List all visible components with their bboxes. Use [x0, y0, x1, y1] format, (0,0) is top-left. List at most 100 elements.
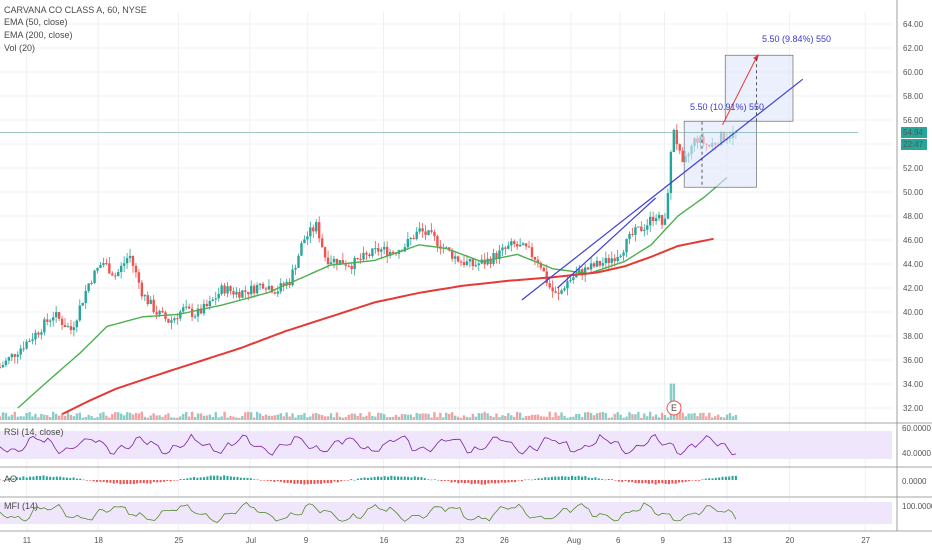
- volume-bar: [353, 413, 356, 420]
- candle-body: [477, 263, 480, 266]
- time-axis[interactable]: 11 18 25 Jul 9 16 23 26 Aug 6 9 13 20 27: [23, 536, 871, 545]
- volume-bar: [303, 412, 306, 420]
- candle-body: [312, 227, 315, 232]
- volume-bar: [371, 415, 374, 420]
- ao-bar: [366, 477, 369, 480]
- candle-body: [34, 332, 37, 340]
- target-arrow[interactable]: [722, 57, 757, 126]
- candle-body: [196, 308, 200, 317]
- volume-bar: [424, 413, 427, 420]
- price-tick-label: 42.00: [903, 284, 924, 293]
- ao-bar: [199, 477, 202, 480]
- ao-pane-title: AO: [4, 474, 17, 484]
- ao-bar: [22, 476, 25, 480]
- candle-body: [510, 241, 513, 246]
- candle-body: [315, 222, 318, 232]
- ao-bar: [393, 476, 396, 480]
- projection-box-target[interactable]: [724, 54, 794, 122]
- volume-bar: [297, 415, 300, 420]
- price-tick-label: 32.00: [903, 404, 924, 413]
- candle-body: [66, 326, 70, 328]
- candle-body: [586, 267, 590, 270]
- candle-body: [119, 265, 123, 273]
- candle-body: [388, 251, 392, 256]
- price-tick-label: 38.00: [903, 332, 924, 341]
- candle-body: [365, 252, 368, 255]
- candle-body: [486, 258, 489, 265]
- ao-bar: [467, 480, 470, 483]
- candle-body: [179, 311, 182, 319]
- volume-bar: [616, 412, 619, 420]
- volume-bar: [613, 413, 616, 420]
- candle-body: [60, 318, 64, 325]
- candle-body: [309, 227, 312, 237]
- projection-box-range[interactable]: [683, 120, 757, 188]
- volume-bar: [643, 413, 646, 420]
- price-tick-label: 60.00: [903, 68, 924, 77]
- ao-bar: [674, 480, 677, 484]
- ao-bar: [574, 476, 577, 480]
- range-label: 5.50 (10.91%) 550: [690, 102, 764, 112]
- rsi-pane-title: RSI (14, close): [4, 427, 64, 437]
- volume-bar: [450, 412, 454, 420]
- volume-bar: [205, 415, 209, 420]
- ao-bar: [162, 480, 165, 482]
- volume-bar: [69, 414, 73, 420]
- countdown-value: 22:47: [903, 140, 924, 149]
- ao-bar: [89, 480, 92, 481]
- volume-bar: [714, 416, 717, 420]
- candle-body: [13, 354, 16, 357]
- volume-bar: [412, 417, 415, 420]
- volume-bar: [167, 413, 170, 420]
- candle-body: [131, 255, 135, 266]
- volume-bar: [708, 412, 711, 420]
- ao-bar: [25, 477, 28, 480]
- volume-bar: [114, 412, 117, 420]
- candle-body: [554, 291, 557, 293]
- price-axis[interactable]: 32.00 34.00 36.00 38.00 40.00 42.00 44.00 46.00…: [903, 20, 924, 413]
- candle-body: [90, 283, 93, 285]
- volume-bar: [202, 415, 206, 420]
- ao-bar: [524, 479, 527, 481]
- price-tick-label: 40.00: [903, 308, 924, 317]
- ao-bar: [132, 480, 135, 485]
- candle-body: [448, 247, 451, 251]
- candle-body: [320, 238, 324, 248]
- volume-bar: [374, 416, 377, 420]
- ao-bar: [256, 479, 259, 481]
- volume-bar: [456, 416, 460, 420]
- candle-body: [214, 298, 217, 300]
- volume-bar: [300, 414, 303, 420]
- volume-bar: [196, 413, 200, 420]
- volume-bar: [199, 413, 203, 420]
- ao-bar: [684, 480, 687, 482]
- volume-bar: [690, 413, 693, 420]
- volume-bar: [7, 416, 11, 420]
- candle-body: [69, 326, 73, 331]
- ao-bar: [637, 480, 640, 484]
- time-tick-label: 23: [455, 536, 464, 545]
- ao-bar: [400, 476, 403, 480]
- trendline-lower[interactable]: [521, 78, 804, 301]
- candle-body: [208, 301, 212, 307]
- ao-bar: [353, 479, 356, 481]
- trendline-upper[interactable]: [557, 197, 657, 289]
- ao-bar: [52, 476, 55, 480]
- legend-ema50: EMA (50, close): [4, 17, 68, 27]
- candle-body: [4, 360, 8, 366]
- time-tick-label: Jul: [246, 536, 256, 545]
- volume-bar: [607, 417, 611, 420]
- volume-bar: [566, 417, 569, 420]
- volume-bar: [693, 413, 696, 420]
- volume-bar: [521, 417, 525, 420]
- price-tick-label: 44.00: [903, 260, 924, 269]
- ao-bar: [390, 475, 393, 480]
- volume-bar: [241, 415, 244, 420]
- volume-bar: [122, 415, 126, 420]
- ao-bar: [343, 480, 346, 481]
- volume-bar: [1, 412, 5, 420]
- ao-bar: [112, 480, 115, 484]
- candle-body: [220, 285, 223, 294]
- candle-body: [282, 283, 285, 286]
- earnings-marker[interactable]: [666, 400, 682, 416]
